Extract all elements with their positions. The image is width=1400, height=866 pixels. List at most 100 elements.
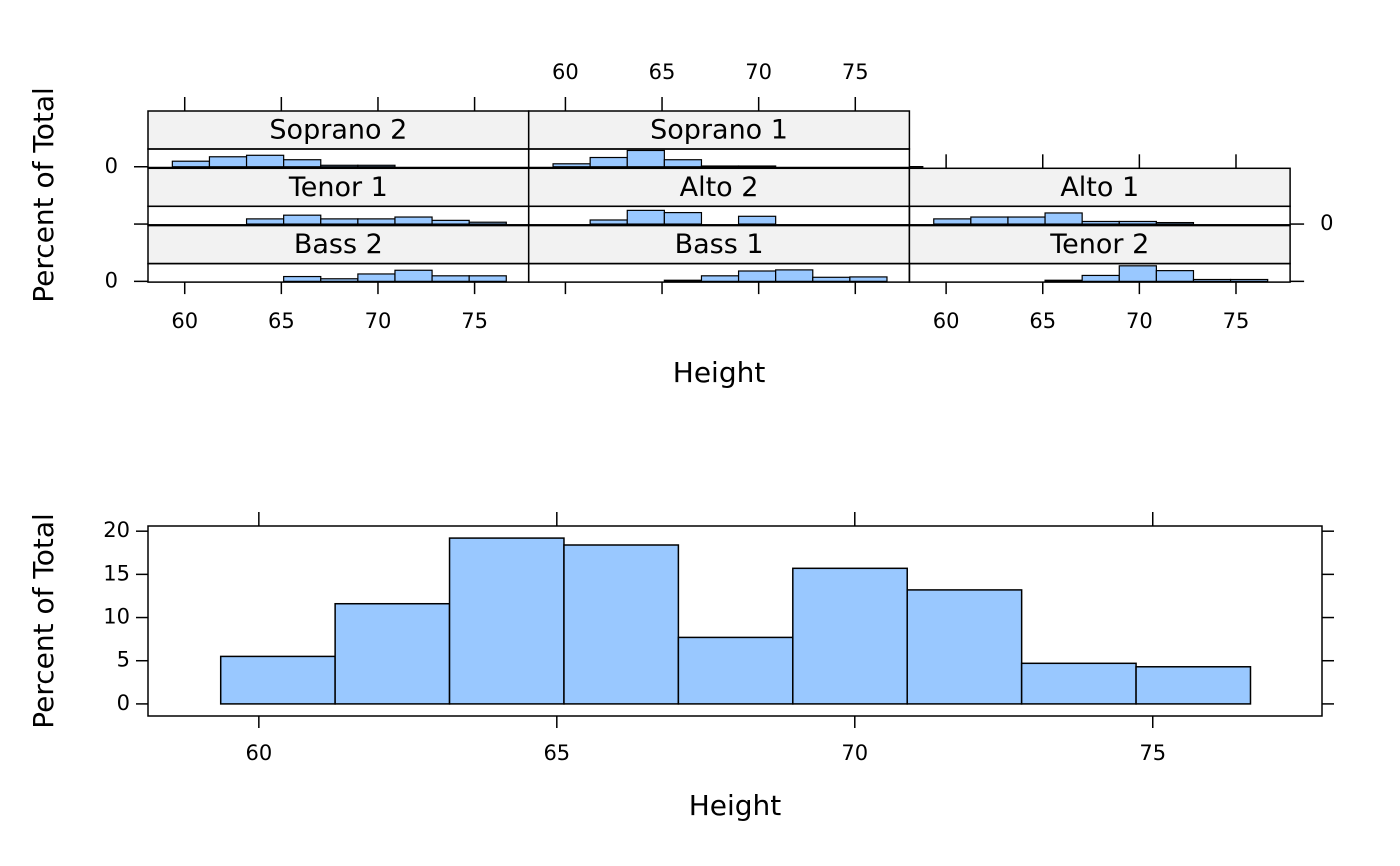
bar bbox=[1118, 265, 1157, 282]
y-tick-label: 15 bbox=[103, 561, 130, 585]
x-tick-label: 60 bbox=[171, 309, 198, 333]
bar bbox=[970, 216, 1009, 225]
x-tick-label: 60 bbox=[245, 741, 272, 765]
bar bbox=[552, 163, 591, 168]
bar bbox=[1081, 220, 1120, 225]
x-tick-label: 70 bbox=[1126, 309, 1153, 333]
bar bbox=[448, 537, 565, 705]
bar bbox=[626, 149, 665, 168]
bar bbox=[933, 218, 972, 225]
bar bbox=[171, 160, 211, 168]
strip-label: Alto 2 bbox=[680, 172, 759, 203]
x-axis-label: Height bbox=[673, 356, 766, 389]
strip-label: Bass 1 bbox=[675, 229, 764, 260]
bar bbox=[563, 544, 680, 705]
bar bbox=[357, 273, 396, 282]
x-tick-label: 65 bbox=[268, 309, 295, 333]
bar bbox=[1044, 279, 1083, 282]
bar bbox=[334, 602, 451, 705]
y-axis-label: Percent of Total bbox=[27, 87, 60, 303]
bar bbox=[1135, 666, 1252, 705]
strip-label: Tenor 1 bbox=[288, 172, 388, 203]
strip-label: Soprano 1 bbox=[650, 115, 788, 146]
strip-label: Soprano 2 bbox=[269, 115, 407, 146]
strip bbox=[908, 167, 1291, 208]
y-tick-label: 0 bbox=[105, 154, 118, 178]
x-tick-label: 65 bbox=[1029, 309, 1056, 333]
strip bbox=[527, 110, 911, 150]
x-tick-label: 60 bbox=[552, 60, 579, 84]
x-axis-label: Height bbox=[689, 789, 782, 822]
plot-frame bbox=[147, 525, 1323, 717]
strip-label: Bass 2 bbox=[294, 229, 383, 260]
strip-label: Tenor 2 bbox=[1049, 229, 1149, 260]
bar bbox=[700, 165, 740, 168]
x-tick-label: 75 bbox=[461, 309, 488, 333]
bar bbox=[700, 275, 740, 282]
bar bbox=[663, 159, 703, 168]
y-tick-label: 0 bbox=[1320, 211, 1333, 235]
bar bbox=[431, 219, 470, 225]
strip bbox=[527, 167, 911, 208]
bar bbox=[245, 218, 285, 225]
y-tick-label: 5 bbox=[117, 648, 130, 672]
bar bbox=[394, 269, 433, 282]
bar bbox=[283, 159, 322, 168]
bar bbox=[394, 216, 433, 225]
strip bbox=[147, 167, 530, 208]
bar bbox=[320, 218, 359, 225]
bar bbox=[677, 636, 794, 705]
panel bbox=[527, 205, 911, 226]
bar bbox=[320, 278, 359, 282]
x-tick-label: 75 bbox=[1223, 309, 1250, 333]
y-axis-label: Percent of Total bbox=[27, 513, 60, 729]
bar bbox=[468, 221, 507, 225]
y-tick-label: 0 bbox=[117, 691, 130, 715]
bar bbox=[812, 276, 851, 282]
bar bbox=[589, 219, 628, 225]
bar bbox=[626, 209, 665, 225]
bar bbox=[663, 211, 703, 225]
bar bbox=[219, 655, 336, 705]
bar bbox=[357, 218, 396, 225]
bar bbox=[906, 589, 1023, 705]
bar bbox=[1007, 216, 1046, 225]
bar bbox=[1081, 274, 1120, 282]
bar bbox=[245, 154, 285, 168]
x-tick-label: 70 bbox=[841, 741, 868, 765]
panel bbox=[527, 148, 911, 169]
bar bbox=[357, 164, 396, 168]
bar bbox=[775, 269, 814, 282]
bar bbox=[283, 214, 322, 225]
y-tick-label: 0 bbox=[105, 268, 118, 292]
bar bbox=[737, 215, 777, 225]
x-tick-label: 60 bbox=[933, 309, 960, 333]
y-tick-label: 20 bbox=[103, 518, 130, 542]
y-tick-label: 10 bbox=[103, 605, 130, 629]
bar bbox=[1192, 278, 1232, 282]
x-tick-label: 65 bbox=[543, 741, 570, 765]
bar bbox=[431, 275, 470, 282]
bar bbox=[737, 165, 777, 168]
bar bbox=[589, 156, 628, 168]
x-tick-label: 70 bbox=[365, 309, 392, 333]
x-tick-label: 75 bbox=[1139, 741, 1166, 765]
x-tick-label: 70 bbox=[745, 60, 772, 84]
bar bbox=[792, 567, 908, 705]
bar bbox=[1155, 221, 1195, 225]
bar bbox=[283, 275, 322, 282]
bar bbox=[468, 275, 507, 282]
bar bbox=[208, 156, 248, 168]
bar bbox=[320, 164, 359, 168]
bar bbox=[663, 279, 703, 282]
bar bbox=[1044, 212, 1083, 225]
x-tick-label: 75 bbox=[842, 60, 869, 84]
strip bbox=[147, 224, 530, 265]
x-tick-label: 65 bbox=[649, 60, 676, 84]
panel bbox=[908, 205, 1291, 226]
bar bbox=[1229, 278, 1269, 282]
panel bbox=[908, 262, 1291, 283]
bar bbox=[1118, 220, 1157, 225]
